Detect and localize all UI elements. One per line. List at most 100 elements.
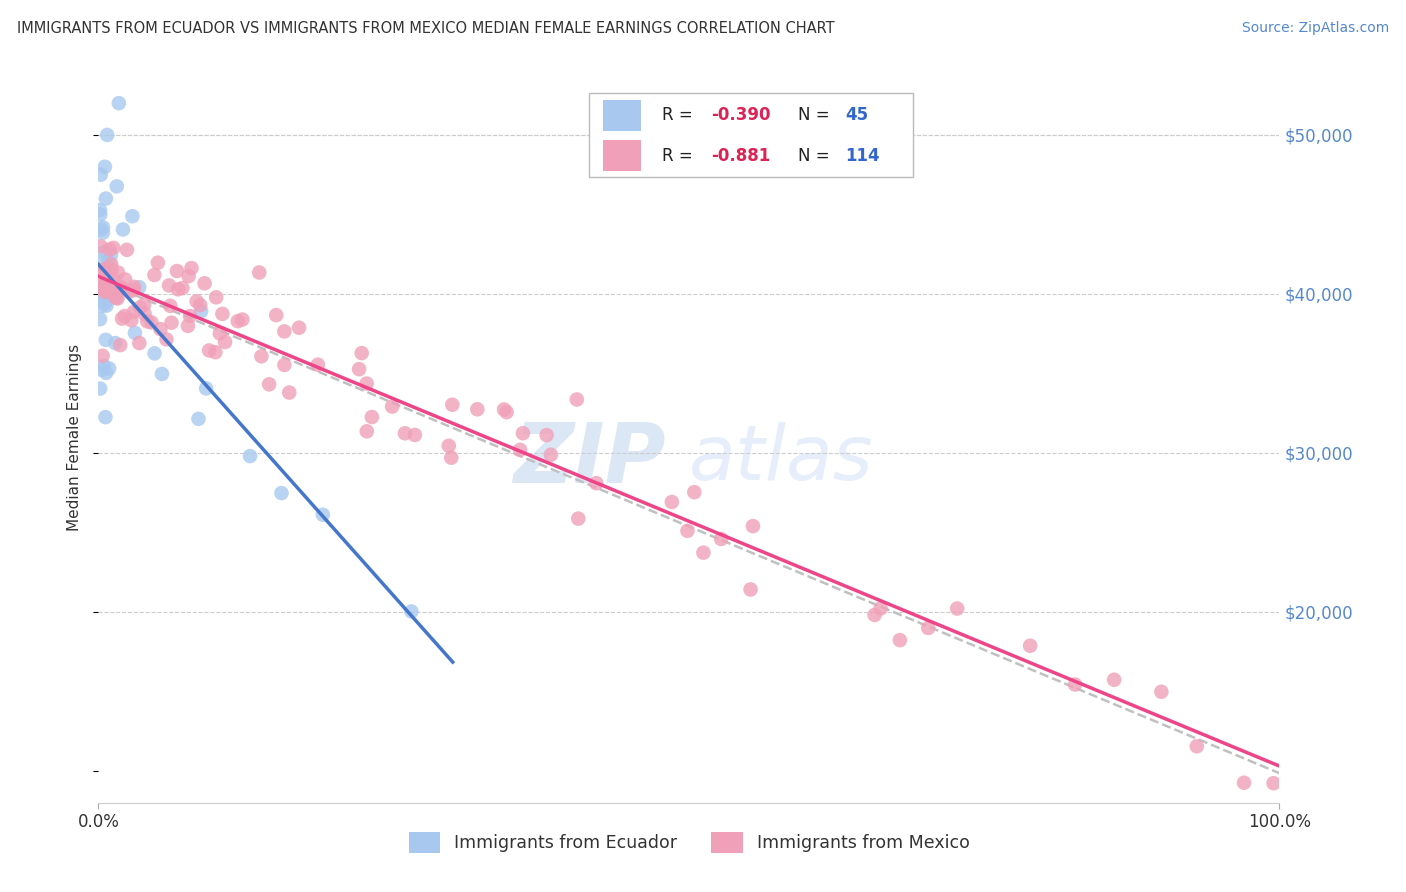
Point bbox=[93, 285, 115, 299]
Point bbox=[401, 604, 423, 618]
Point bbox=[536, 428, 558, 442]
Text: R =: R = bbox=[662, 106, 697, 124]
Point bbox=[114, 272, 136, 286]
Point bbox=[307, 358, 329, 372]
Point bbox=[91, 263, 114, 277]
Text: 45: 45 bbox=[845, 106, 868, 124]
Point bbox=[93, 245, 115, 260]
Point bbox=[692, 546, 714, 560]
Point bbox=[90, 363, 112, 377]
Point bbox=[869, 601, 891, 615]
Text: R =: R = bbox=[662, 146, 703, 164]
Text: 114: 114 bbox=[845, 146, 880, 164]
Point bbox=[509, 442, 531, 457]
Point bbox=[190, 304, 212, 318]
Point bbox=[128, 280, 150, 294]
Point bbox=[96, 261, 118, 276]
Point bbox=[195, 381, 218, 395]
Point bbox=[198, 343, 221, 358]
Point bbox=[104, 290, 127, 304]
Point bbox=[98, 361, 121, 376]
Point bbox=[94, 333, 117, 347]
Point bbox=[863, 607, 886, 622]
Text: Source: ZipAtlas.com: Source: ZipAtlas.com bbox=[1241, 21, 1389, 36]
Point bbox=[565, 392, 588, 407]
Text: N =: N = bbox=[797, 146, 835, 164]
Point bbox=[179, 309, 201, 323]
Point bbox=[404, 428, 426, 442]
Point bbox=[90, 222, 112, 236]
Point bbox=[166, 264, 188, 278]
FancyBboxPatch shape bbox=[589, 94, 914, 178]
Point bbox=[128, 336, 150, 351]
Point bbox=[157, 278, 180, 293]
Point bbox=[103, 272, 125, 286]
Point bbox=[495, 405, 517, 419]
Point bbox=[108, 280, 131, 294]
Point bbox=[381, 400, 404, 414]
Point bbox=[89, 202, 111, 217]
Point bbox=[1102, 673, 1125, 687]
Point bbox=[136, 314, 159, 328]
Point bbox=[94, 410, 117, 425]
Point bbox=[150, 367, 173, 381]
Point bbox=[437, 439, 460, 453]
Point bbox=[111, 311, 134, 326]
Point bbox=[683, 485, 706, 500]
Point bbox=[172, 281, 194, 295]
Point bbox=[121, 209, 143, 223]
Point bbox=[96, 299, 118, 313]
Point bbox=[146, 255, 169, 269]
Point bbox=[247, 266, 270, 280]
Point bbox=[93, 280, 115, 294]
Text: ZIP: ZIP bbox=[513, 418, 665, 500]
Legend: Immigrants from Ecuador, Immigrants from Mexico: Immigrants from Ecuador, Immigrants from… bbox=[402, 825, 976, 860]
Point bbox=[193, 277, 215, 291]
Point bbox=[100, 248, 122, 262]
Point bbox=[312, 508, 335, 522]
Point bbox=[100, 262, 122, 277]
Point bbox=[494, 402, 516, 417]
Point bbox=[122, 283, 145, 297]
Point bbox=[134, 297, 156, 311]
Point bbox=[93, 359, 115, 373]
Point bbox=[100, 257, 122, 271]
FancyBboxPatch shape bbox=[603, 140, 641, 171]
Point bbox=[264, 308, 287, 322]
Point bbox=[889, 633, 911, 648]
Point bbox=[231, 312, 253, 326]
Point bbox=[270, 486, 292, 500]
Point bbox=[155, 332, 177, 346]
Point bbox=[465, 402, 488, 417]
Point bbox=[288, 320, 311, 334]
Point bbox=[107, 266, 129, 280]
Point bbox=[91, 263, 114, 277]
Point bbox=[90, 294, 112, 309]
Point bbox=[98, 243, 121, 257]
Point bbox=[91, 299, 114, 313]
Point bbox=[186, 294, 208, 309]
Point bbox=[214, 334, 236, 349]
Point bbox=[149, 322, 172, 336]
Point bbox=[134, 307, 156, 321]
Point bbox=[661, 495, 683, 509]
Point bbox=[1064, 677, 1087, 691]
Point bbox=[104, 336, 127, 351]
Point bbox=[1185, 739, 1208, 754]
Point bbox=[89, 382, 111, 396]
Point bbox=[105, 179, 128, 194]
Point bbox=[143, 268, 166, 282]
Point bbox=[89, 207, 111, 221]
Point bbox=[129, 301, 152, 315]
Text: -0.390: -0.390 bbox=[711, 106, 770, 124]
Point bbox=[160, 316, 183, 330]
Point bbox=[143, 346, 166, 360]
Point bbox=[226, 314, 249, 328]
Point bbox=[356, 376, 378, 391]
Point bbox=[676, 524, 699, 538]
Point bbox=[96, 128, 118, 142]
Point bbox=[440, 450, 463, 465]
Point bbox=[204, 345, 226, 359]
Text: N =: N = bbox=[797, 106, 835, 124]
Point bbox=[512, 426, 534, 441]
